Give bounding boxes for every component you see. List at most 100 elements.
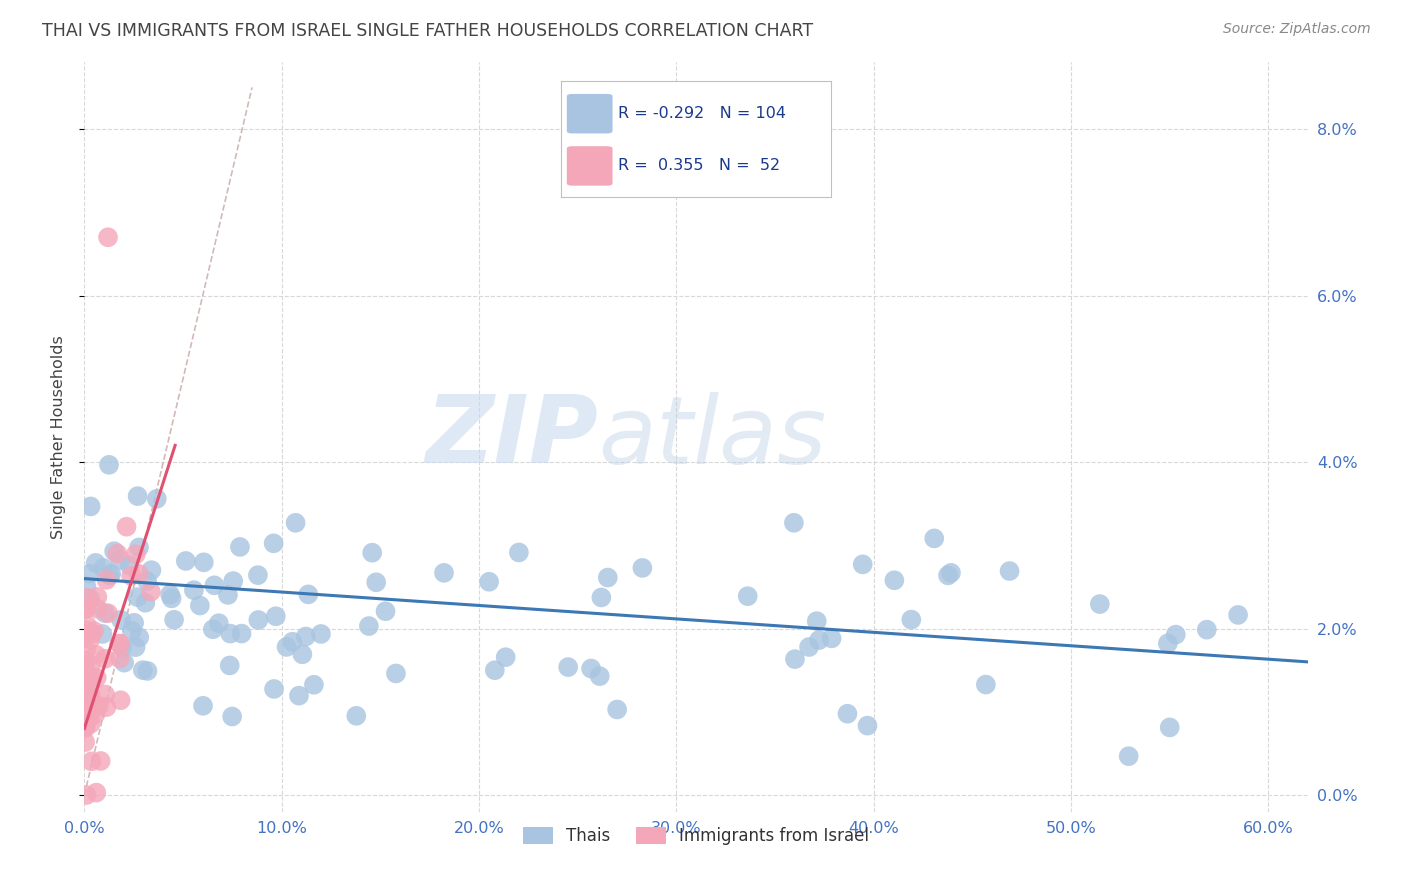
- Point: [111, 640, 134, 655]
- Point: [174, 554, 197, 568]
- Y-axis label: Single Father Households: Single Father Households: [51, 335, 66, 539]
- Point: [183, 583, 205, 598]
- Point: [128, 541, 150, 555]
- Point: [900, 613, 922, 627]
- Point: [974, 677, 997, 691]
- Point: [80, 627, 103, 641]
- Point: [247, 613, 270, 627]
- Text: atlas: atlas: [598, 392, 827, 483]
- Legend: Thais, Immigrants from Israel: Thais, Immigrants from Israel: [516, 821, 876, 852]
- Point: [495, 650, 517, 665]
- Point: [229, 540, 252, 554]
- Point: [246, 568, 269, 582]
- Point: [221, 709, 243, 723]
- Point: [1164, 627, 1187, 641]
- Point: [222, 574, 245, 588]
- Point: [837, 706, 859, 721]
- Point: [108, 636, 131, 650]
- Point: [73, 661, 96, 675]
- Point: [217, 588, 239, 602]
- Point: [124, 640, 146, 655]
- Point: [159, 587, 181, 601]
- Point: [79, 566, 101, 581]
- Point: [219, 626, 242, 640]
- Point: [344, 708, 367, 723]
- Point: [91, 561, 114, 575]
- Point: [127, 489, 149, 503]
- Text: ZIP: ZIP: [425, 391, 598, 483]
- Point: [75, 624, 97, 638]
- Point: [357, 619, 380, 633]
- Point: [75, 601, 97, 615]
- Point: [163, 613, 186, 627]
- Point: [596, 570, 619, 584]
- Point: [288, 689, 311, 703]
- Point: [820, 632, 842, 646]
- Point: [97, 230, 120, 244]
- Point: [96, 573, 118, 587]
- Point: [589, 669, 612, 683]
- Point: [297, 587, 319, 601]
- Point: [100, 566, 122, 581]
- Point: [110, 553, 132, 567]
- Point: [96, 700, 118, 714]
- Point: [76, 601, 98, 615]
- Point: [281, 634, 304, 648]
- Point: [808, 633, 831, 648]
- Point: [75, 642, 97, 657]
- Point: [128, 566, 150, 581]
- Point: [922, 532, 945, 546]
- Point: [1088, 597, 1111, 611]
- Point: [76, 684, 98, 698]
- Point: [79, 500, 101, 514]
- Point: [73, 662, 96, 676]
- Point: [1227, 607, 1250, 622]
- Point: [294, 630, 316, 644]
- Point: [264, 609, 287, 624]
- Point: [263, 536, 285, 550]
- Point: [141, 563, 163, 577]
- Point: [98, 568, 121, 582]
- Point: [797, 640, 820, 654]
- Point: [80, 658, 103, 673]
- Point: [309, 627, 332, 641]
- Point: [139, 584, 162, 599]
- Point: [160, 591, 183, 606]
- Point: [94, 688, 117, 702]
- Point: [76, 591, 98, 605]
- Point: [783, 516, 806, 530]
- Text: THAI VS IMMIGRANTS FROM ISRAEL SINGLE FATHER HOUSEHOLDS CORRELATION CHART: THAI VS IMMIGRANTS FROM ISRAEL SINGLE FA…: [42, 22, 813, 40]
- Point: [361, 546, 384, 560]
- Point: [79, 632, 101, 647]
- Point: [77, 693, 100, 707]
- Point: [1159, 720, 1181, 734]
- Point: [134, 596, 156, 610]
- Point: [97, 606, 120, 620]
- Point: [75, 653, 97, 667]
- Point: [86, 590, 108, 604]
- Point: [218, 658, 240, 673]
- Point: [291, 648, 314, 662]
- Point: [591, 591, 613, 605]
- Point: [856, 718, 879, 732]
- Text: Source: ZipAtlas.com: Source: ZipAtlas.com: [1223, 22, 1371, 37]
- Point: [136, 664, 159, 678]
- Point: [127, 590, 149, 604]
- Point: [478, 574, 501, 589]
- Point: [202, 578, 225, 592]
- Point: [302, 678, 325, 692]
- Point: [188, 599, 211, 613]
- Point: [121, 624, 143, 638]
- Point: [276, 640, 298, 654]
- Point: [84, 707, 107, 722]
- Point: [75, 721, 97, 735]
- Point: [86, 601, 108, 615]
- Point: [1195, 623, 1218, 637]
- Point: [76, 618, 98, 632]
- Point: [82, 670, 104, 684]
- Point: [136, 574, 159, 588]
- Point: [79, 716, 101, 731]
- Point: [883, 574, 905, 588]
- Point: [118, 558, 141, 573]
- Point: [128, 630, 150, 644]
